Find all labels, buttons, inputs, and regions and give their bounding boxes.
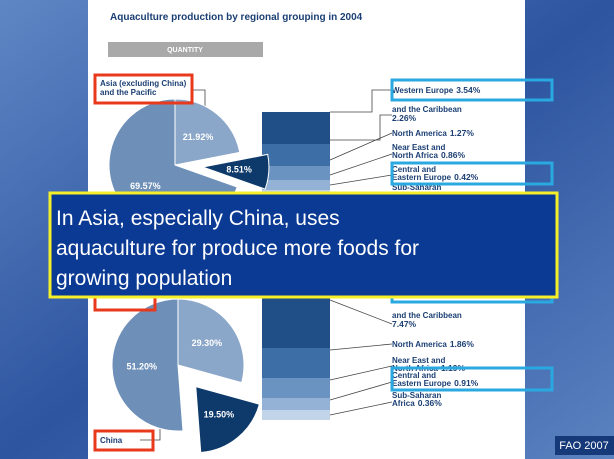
- slice-label: 19.50%: [204, 410, 235, 420]
- stack-top: [262, 112, 330, 196]
- pie-slice: [111, 298, 184, 432]
- region-share: 0.36%: [418, 398, 443, 408]
- source-box: [555, 436, 614, 455]
- slice-label: 21.92%: [183, 132, 214, 142]
- overlay-text: growing population: [56, 267, 232, 290]
- region-share: 0.86%: [441, 150, 466, 160]
- pie-slice: [177, 298, 245, 384]
- region-name: and the Caribbean: [392, 311, 462, 320]
- overlay-text: In Asia, especially China, uses: [56, 207, 340, 230]
- pie-slice: [201, 153, 270, 190]
- region-name: Sub-Saharan: [392, 183, 441, 192]
- highlight-box: [390, 161, 554, 186]
- slice-label: 8.51%: [226, 165, 252, 175]
- callout-box: [93, 429, 155, 452]
- section-bar: [108, 42, 263, 57]
- region-name: Eastern Europe 0.91%: [392, 378, 479, 388]
- region-name: North Africa 0.86%: [392, 150, 465, 160]
- pie-slice: [195, 385, 261, 453]
- highlight-box: [390, 78, 554, 102]
- region-name: North America 1.86%: [392, 339, 474, 349]
- callout-box: [93, 73, 194, 105]
- callout-text: Asia (excluding China): [100, 79, 187, 88]
- region-share: 3.54%: [456, 85, 481, 95]
- region-name: Sub-Saharan: [392, 391, 441, 400]
- region-name: Near East and: [392, 143, 445, 152]
- slice-label: 69.57%: [130, 181, 161, 191]
- region-name: Eastern Europe 0.42%: [392, 172, 479, 182]
- highlight-box: [390, 366, 554, 392]
- pie-slice: [174, 98, 241, 166]
- region-share: 7.47%: [392, 319, 417, 329]
- section-label: QUANTITY: [167, 47, 203, 54]
- overlay-text: aquaculture for produce more foods for: [56, 237, 419, 260]
- region-name: Africa 0.36%: [392, 398, 442, 408]
- stack-bottom: [262, 298, 330, 420]
- region-name: Central and: [392, 371, 436, 380]
- source: FAO 2007: [559, 440, 609, 452]
- slice-label: 51.20%: [126, 361, 157, 371]
- region-share: 1.27%: [450, 128, 475, 138]
- figure-title: Aquaculture production by regional group…: [110, 12, 363, 23]
- region-share: 2.26%: [392, 113, 417, 123]
- callout-text: and the Pacific: [100, 88, 157, 97]
- region-share: 1.86%: [450, 339, 475, 349]
- slice-label: 29.30%: [192, 338, 223, 348]
- overlay-box: [48, 191, 559, 299]
- region-name: Near East and: [392, 356, 445, 365]
- callout-text: China: [100, 436, 123, 445]
- region-name: Western Europe 3.54%: [392, 85, 481, 95]
- region-name: Central and: [392, 165, 436, 174]
- region-share: 0.91%: [454, 378, 479, 388]
- region-name: and the Caribbean: [392, 105, 462, 114]
- region-name: North America 1.27%: [392, 128, 474, 138]
- region-share: 0.42%: [454, 172, 479, 182]
